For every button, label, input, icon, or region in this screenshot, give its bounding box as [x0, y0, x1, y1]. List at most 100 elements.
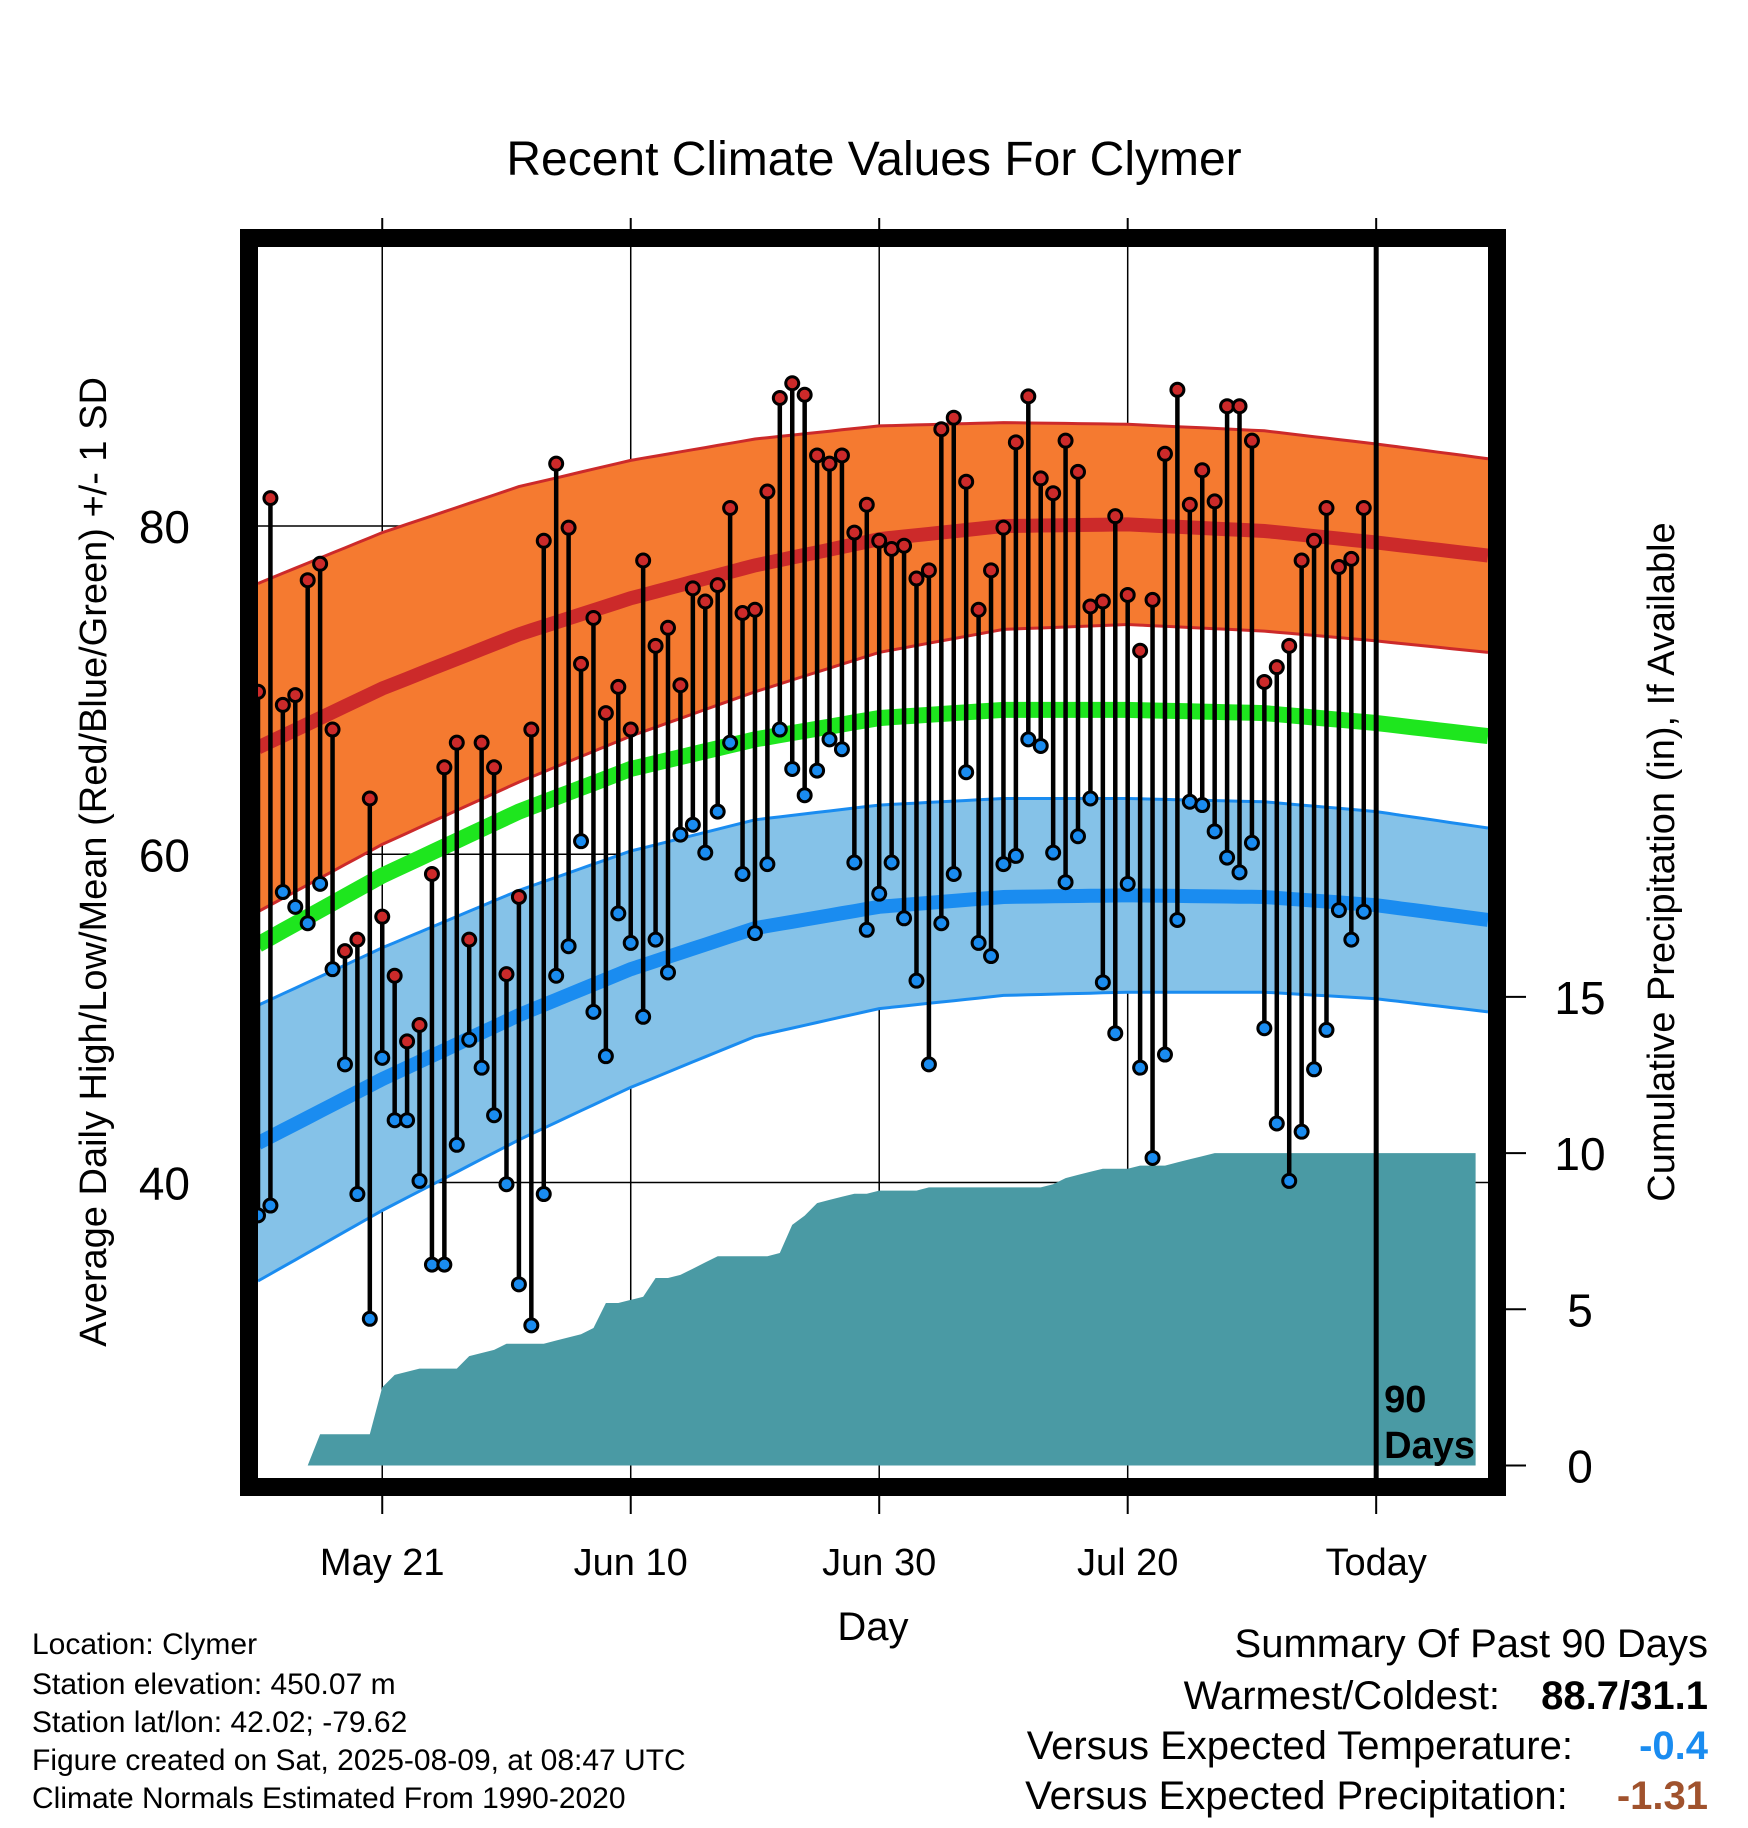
daily-low-point [771, 721, 788, 738]
daily-high-point [1107, 508, 1124, 525]
daily-high-point [1318, 499, 1335, 516]
daily-high-point [299, 572, 316, 589]
daily-high-point [771, 390, 788, 407]
daily-low-point [796, 787, 813, 804]
low-band-upper-edge [257, 797, 1489, 1007]
daily-low-point [1020, 731, 1037, 748]
daily-high-point [746, 601, 763, 618]
y-tick-label: 40 [139, 1158, 190, 1210]
daily-low-point [945, 865, 962, 882]
daily-low-point [784, 760, 801, 777]
daily-low-point [399, 1112, 416, 1129]
x-axis-label: Day [837, 1605, 908, 1649]
daily-high-point [920, 562, 937, 579]
daily-high-point [833, 447, 850, 464]
x-tick-label: May 21 [320, 1542, 445, 1584]
daily-high-point [1020, 388, 1037, 405]
daily-high-point [1144, 591, 1161, 608]
daily-high-point [461, 931, 478, 948]
daily-high-point [523, 721, 540, 738]
daily-low-point [746, 925, 763, 942]
summary-precip: Versus Expected Precipitation: -1.31 [1025, 1774, 1708, 1819]
daily-high-point [585, 609, 602, 626]
y-tick-label: 80 [139, 501, 190, 553]
daily-high-point [312, 555, 329, 572]
info-normals: Climate Normals Estimated From 1990-2020 [32, 1782, 626, 1815]
y2-tick-label: 15 [1554, 972, 1605, 1024]
daily-low-point [684, 816, 701, 833]
chart-title: Recent Climate Values For Clymer [506, 133, 1242, 186]
daily-high-point [1119, 586, 1136, 603]
daily-low-point [262, 1197, 279, 1214]
daily-low-point [1343, 931, 1360, 948]
daily-low-point [709, 803, 726, 820]
high-band-lower-edge [257, 622, 1489, 914]
y2-axis-label: Cumulative Precipitation (in), If Availa… [1641, 522, 1683, 1201]
daily-high-point [573, 655, 590, 672]
daily-high-point [684, 580, 701, 597]
daily-high-point [821, 455, 838, 472]
daily-low-point [361, 1310, 378, 1327]
daily-high-point [759, 483, 776, 500]
daily-high-point [1032, 470, 1049, 487]
info-created: Figure created on Sat, 2025-08-09, at 08… [32, 1744, 686, 1777]
daily-low-point [597, 1048, 614, 1065]
daily-low-point [635, 1008, 652, 1025]
daily-high-point [660, 619, 676, 636]
summary-heading-text: Summary Of Past 90 Days [1234, 1622, 1708, 1666]
high-band-upper-edge [257, 421, 1489, 585]
daily-low-point [349, 1186, 366, 1203]
daily-low-point [896, 910, 913, 927]
daily-high-point [1070, 463, 1086, 480]
daily-low-point [1219, 849, 1236, 866]
daily-low-point [908, 972, 925, 989]
daily-low-point [1144, 1149, 1161, 1166]
precip-area [258, 1153, 1476, 1466]
daily-high-point [1343, 550, 1360, 567]
daily-high-point [709, 577, 726, 594]
info-latlon: Station lat/lon: 42.02; -79.62 [32, 1706, 408, 1739]
daily-low-point [336, 1056, 353, 1073]
daily-low-point [274, 884, 291, 901]
x-tick-label: Jul 20 [1077, 1542, 1178, 1584]
info-elevation: Station elevation: 450.07 m [32, 1668, 396, 1701]
daily-low-point [846, 854, 863, 871]
daily-high-point [535, 532, 552, 549]
daily-high-point [1007, 434, 1024, 451]
daily-high-point [510, 888, 527, 905]
daily-high-point [983, 562, 1000, 579]
today-label-line1: 90 [1384, 1379, 1426, 1421]
daily-low-point [610, 905, 627, 922]
daily-high-point [423, 865, 440, 882]
daily-low-point [920, 1056, 937, 1073]
daily-low-point [995, 856, 1012, 873]
daily-high-point [1330, 559, 1347, 576]
daily-high-point [1094, 593, 1111, 610]
precip-area-group [258, 1153, 1476, 1466]
daily-low-point [1318, 1021, 1335, 1038]
daily-high-point [262, 490, 279, 507]
daily-high-point [411, 1016, 428, 1033]
daily-low-point [1032, 737, 1049, 754]
daily-low-point [461, 1031, 478, 1048]
daily-low-point [585, 1003, 602, 1020]
daily-low-point [1293, 1123, 1310, 1140]
daily-low-point [622, 934, 639, 951]
daily-low-point [1169, 911, 1186, 928]
daily-high-point [399, 1033, 416, 1050]
daily-high-point [784, 375, 801, 392]
daily-high-point [287, 687, 304, 704]
daily-high-point [548, 455, 565, 472]
daily-low-point [858, 921, 875, 938]
daily-low-point [510, 1276, 527, 1293]
daily-high-point [933, 421, 950, 438]
daily-low-point [1007, 847, 1024, 864]
warm-cold-label: Warmest/Coldest: [1183, 1674, 1501, 1718]
daily-low-point [1355, 903, 1372, 920]
daily-high-point [995, 519, 1012, 536]
precip-value: -1.31 [1616, 1774, 1708, 1818]
daily-low-point [970, 934, 987, 951]
daily-high-point [610, 678, 627, 695]
daily-low-point [448, 1136, 465, 1153]
